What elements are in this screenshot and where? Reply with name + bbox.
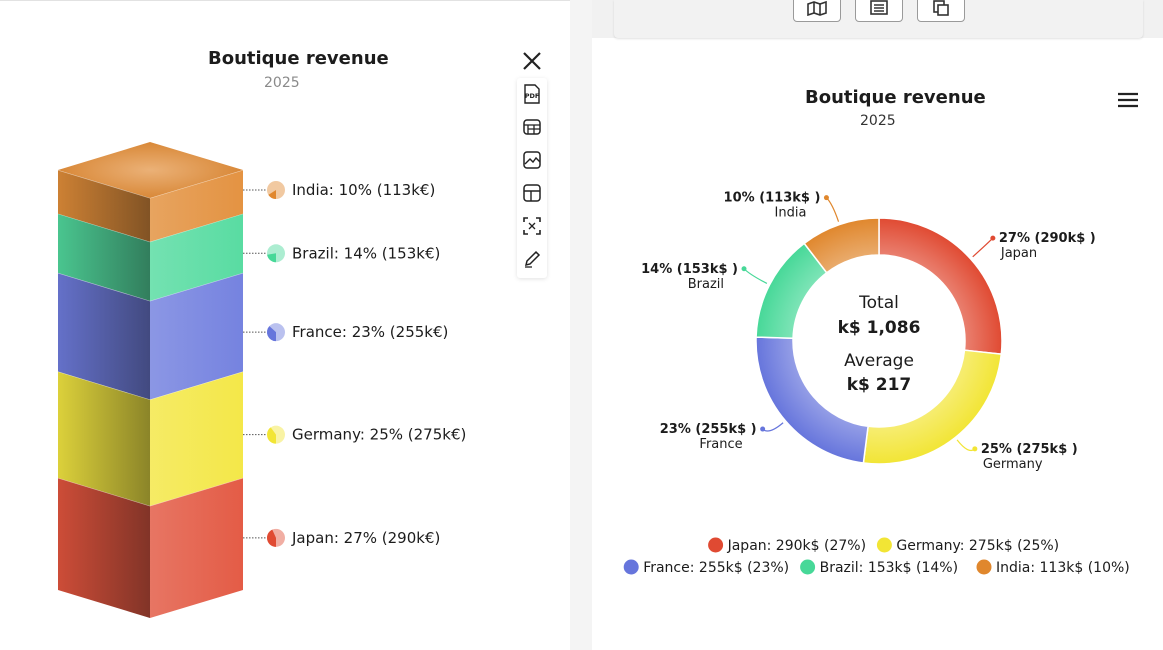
map-button[interactable]	[793, 0, 841, 22]
legend-swatch	[800, 559, 816, 575]
donut-connector	[762, 422, 784, 432]
list-icon	[870, 0, 888, 15]
donut-data-label: 27% (290k$ )	[999, 231, 1096, 246]
pdf-icon[interactable]: PDF	[522, 84, 542, 104]
donut-category-label: France	[699, 437, 742, 452]
donut-category-label: India	[775, 206, 807, 221]
stack-face-left	[58, 477, 150, 618]
legend-pie-slice	[267, 253, 276, 263]
donut-category-label: Brazil	[688, 277, 724, 292]
legend-label: Germany: 275k$ (25%)	[896, 538, 1059, 554]
copy-button[interactable]	[917, 0, 965, 22]
donut-total-label: Total	[858, 293, 899, 313]
fullscreen-icon[interactable]	[522, 216, 542, 236]
stack-label-france: France: 23% (255k€)	[292, 323, 448, 341]
layout-icon[interactable]	[522, 183, 542, 203]
legend-pie-slice	[268, 190, 276, 199]
donut-connector-dot	[990, 235, 996, 241]
table-icon[interactable]	[522, 117, 542, 137]
legend-label: India: 113k$ (10%)	[996, 560, 1130, 576]
legend-item-japan[interactable]: Japan: 290k$ (27%)	[708, 537, 866, 555]
donut-data-label: 23% (255k$ )	[660, 422, 757, 437]
legend-item-germany[interactable]: Germany: 275k$ (25%)	[876, 537, 1059, 555]
pencil-icon[interactable]	[522, 249, 542, 269]
donut-connector-dot	[972, 446, 978, 452]
stack-segment-germany[interactable]	[57, 371, 244, 506]
stack-face-right	[150, 477, 243, 618]
donut-total-value: k$ 1,086	[838, 318, 921, 338]
stack-face-left	[58, 371, 150, 506]
legend-label: Japan: 290k$ (27%)	[727, 538, 866, 554]
donut-data-label: 14% (153k$ )	[641, 262, 738, 277]
donut-connector-dot	[741, 266, 747, 272]
legend-label: France: 255k$ (23%)	[643, 560, 789, 576]
legend-swatch	[976, 559, 992, 575]
donut-category-label: Germany	[983, 457, 1043, 472]
legend-pie-slice	[266, 529, 276, 547]
stack-label-germany: Germany: 25% (275k€)	[292, 426, 466, 444]
legend-pie-slice	[267, 326, 276, 342]
donut-average-label: Average	[844, 351, 914, 371]
donut-average-value: k$ 217	[847, 375, 912, 395]
left-chart-subtitle: 2025	[264, 75, 300, 91]
stack-label-japan: Japan: 27% (290k€)	[291, 529, 440, 547]
legend-swatch	[623, 559, 639, 575]
stack-face-left	[58, 272, 150, 400]
right-chart-panel	[592, 38, 1163, 650]
copy-icon	[933, 0, 949, 16]
stack-segment-brazil[interactable]	[57, 213, 244, 301]
map-icon	[807, 0, 827, 16]
top-toolbar	[614, 0, 1143, 38]
donut-connector	[972, 237, 994, 258]
right-chart-title: Boutique revenue	[805, 87, 986, 108]
donut-connector	[743, 268, 768, 284]
stack-face-left	[58, 213, 150, 301]
image-icon[interactable]	[522, 150, 542, 170]
donut-connector	[826, 197, 840, 222]
list-button[interactable]	[855, 0, 903, 22]
legend-pie-slice	[267, 427, 276, 444]
stack-label-brazil: Brazil: 14% (153k€)	[292, 244, 440, 262]
export-menu: PDF	[517, 78, 547, 278]
legend-item-india[interactable]: India: 113k$ (10%)	[976, 559, 1130, 577]
donut-category-label: Japan	[1000, 246, 1037, 261]
legend-swatch	[708, 537, 724, 553]
legend-label: Brazil: 153k$ (14%)	[820, 560, 958, 576]
donut-data-label: 10% (113k$ )	[724, 191, 821, 206]
stack-face-right	[150, 371, 243, 506]
stack-top-cap	[58, 142, 243, 198]
donut-connector	[956, 439, 976, 452]
pdf-icon-label: PDF	[525, 92, 540, 100]
hamburger-icon[interactable]	[1117, 92, 1139, 108]
legend-swatch	[876, 537, 892, 553]
stack-segment-japan[interactable]	[57, 477, 244, 618]
donut-connector-dot	[760, 426, 766, 432]
legend-item-france[interactable]: France: 255k$ (23%)	[623, 559, 789, 577]
donut-slice-india[interactable]	[803, 217, 880, 274]
close-icon[interactable]	[521, 50, 543, 72]
legend-item-brazil[interactable]: Brazil: 153k$ (14%)	[800, 559, 958, 577]
stack-label-india: India: 10% (113k€)	[292, 181, 435, 199]
left-chart-title: Boutique revenue	[208, 48, 389, 69]
stack-face-left	[58, 170, 150, 242]
stack-segment-france[interactable]	[57, 272, 244, 400]
stack-face-right	[150, 170, 243, 242]
stack-face-right	[150, 213, 243, 301]
donut-data-label: 25% (275k$ )	[981, 442, 1078, 457]
stacked-column-chart: Japan: 27% (290k€) Germany: 25% (275k€) Fr…	[57, 142, 466, 618]
panel-divider	[570, 0, 592, 650]
donut-connector-dot	[823, 195, 829, 201]
right-chart-subtitle: 2025	[860, 113, 896, 129]
stack-face-right	[150, 272, 243, 400]
